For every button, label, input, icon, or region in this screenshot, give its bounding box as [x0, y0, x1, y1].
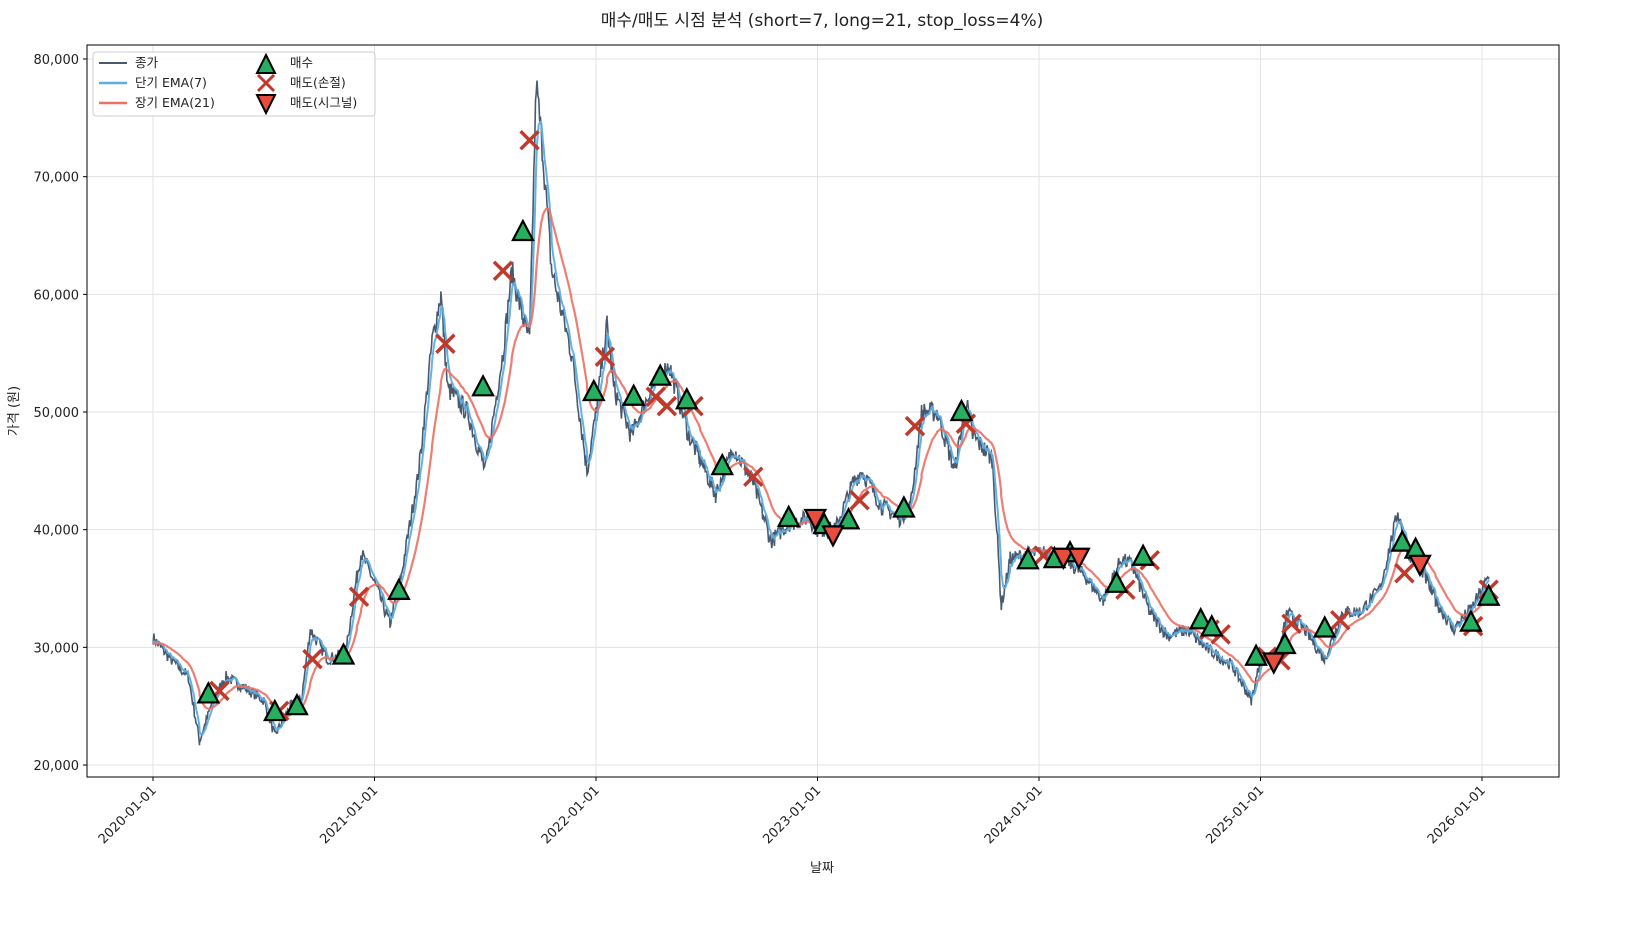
x-tick-label: 2021-01-01	[317, 783, 381, 847]
buy-marker	[1131, 543, 1155, 566]
y-tick-label: 50,000	[34, 406, 80, 421]
markers-layer	[196, 129, 1501, 722]
sell-stop-marker	[904, 415, 926, 437]
legend-buy-label: 매수	[290, 55, 313, 70]
sell-stop-marker	[849, 490, 870, 511]
sell-signal-marker	[821, 525, 845, 548]
buy-marker	[949, 398, 974, 422]
buy-marker	[1188, 606, 1213, 630]
buy-marker	[836, 506, 861, 530]
y-tick-label: 70,000	[34, 171, 80, 186]
legend-buy-marker-icon	[255, 52, 277, 74]
buy-marker	[892, 495, 916, 518]
y-tick-label: 40,000	[34, 524, 80, 539]
buy-marker	[196, 681, 221, 704]
sell-signal-marker	[1051, 547, 1076, 571]
buy-marker	[1459, 609, 1483, 632]
legend-stop-marker-icon	[256, 73, 276, 93]
sell-signal-marker	[1067, 547, 1091, 571]
y-axis: 20,000 30,000 40,000 50,000 60,000 70,000 80,0…	[34, 53, 87, 774]
buy-marker	[263, 698, 287, 722]
legend-ema-long-label: 장기 EMA(21)	[135, 95, 215, 110]
buy-marker	[1390, 529, 1415, 552]
buy-marker	[1312, 615, 1337, 638]
buy-marker	[621, 383, 646, 406]
buy-marker	[1016, 546, 1040, 570]
legend: 종가 단기 EMA(7) 장기 EMA(21) 매수 매도(손절) 매도(시그널…	[92, 51, 376, 117]
buy-marker	[1199, 613, 1224, 637]
legend-signal-label: 매도(시그널)	[290, 95, 357, 110]
sell-stop-marker	[656, 395, 678, 417]
sell-stop-marker	[348, 586, 370, 607]
x-tick-label: 2023-01-01	[760, 783, 824, 847]
y-tick-label: 20,000	[34, 759, 80, 774]
buy-marker	[776, 504, 801, 528]
sell-stop-marker	[1394, 562, 1415, 584]
sell-signal-marker	[803, 508, 828, 532]
sell-stop-marker	[1281, 613, 1302, 635]
buy-marker	[285, 692, 309, 716]
sell-stop-marker	[435, 333, 456, 354]
sell-signal-marker	[1261, 652, 1286, 675]
x-tick-label: 2020-01-01	[96, 783, 160, 847]
buy-marker	[1476, 583, 1501, 606]
x-tick-label: 2026-01-01	[1425, 783, 1489, 847]
buy-marker	[511, 218, 535, 242]
x-axis-label: 날짜	[810, 861, 834, 876]
buy-marker	[674, 386, 699, 410]
buy-marker	[648, 363, 673, 386]
y-axis-label: 가격 (원)	[7, 386, 22, 436]
buy-marker	[1104, 570, 1129, 593]
sell-signal-marker	[1408, 554, 1432, 578]
chart-title: 매수/매도 시점 분석 (short=7, long=21, stop_loss…	[601, 11, 1044, 31]
legend-box	[92, 51, 376, 117]
legend-stop-label: 매도(손절)	[290, 75, 346, 90]
x-axis: 2020-01-01 2021-01-01 2022-01-01 2023-01-01…	[96, 777, 1489, 847]
x-tick-label: 2024-01-01	[982, 783, 1046, 847]
sell-stop-marker	[519, 129, 540, 151]
y-tick-label: 60,000	[34, 288, 80, 303]
y-tick-label: 80,000	[34, 53, 80, 68]
buy-marker	[710, 452, 735, 476]
sell-stop-marker	[594, 346, 616, 367]
sell-stop-marker	[492, 260, 514, 282]
grid	[87, 45, 1559, 777]
plot-frame	[86, 44, 1560, 778]
buy-marker	[1244, 643, 1268, 666]
sell-stop-marker	[302, 648, 323, 670]
x-tick-label: 2022-01-01	[539, 783, 603, 847]
y-tick-label: 30,000	[34, 641, 80, 656]
sell-stop-marker	[1330, 610, 1351, 631]
buy-marker	[471, 373, 495, 397]
buy-marker	[581, 378, 606, 402]
x-tick-label: 2025-01-01	[1203, 783, 1267, 847]
sell-stop-marker	[743, 466, 764, 487]
buy-marker	[387, 577, 411, 600]
legend-signal-marker-icon	[255, 94, 277, 116]
buy-marker	[331, 642, 356, 665]
legend-close-label: 종가	[135, 55, 159, 70]
legend-ema-short-label: 단기 EMA(7)	[135, 75, 207, 90]
